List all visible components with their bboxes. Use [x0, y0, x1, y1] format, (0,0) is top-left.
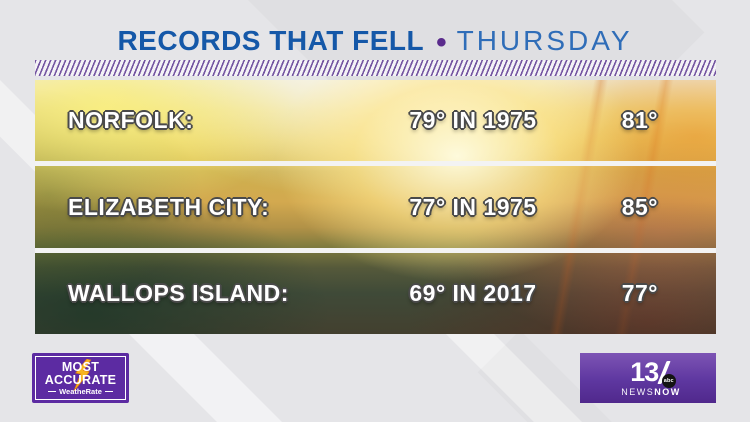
record-row-norfolk: NORFOLK: 79° IN 1975 81°	[35, 80, 716, 161]
location-label: ELIZABETH CITY:	[68, 193, 270, 220]
station-logo-13newsnow: 13 abc NEWSNOW	[580, 353, 716, 403]
row-divider	[35, 161, 716, 166]
new-record-value: 77°	[621, 280, 658, 306]
abc-network-icon: abc	[661, 373, 676, 388]
record-row-wallops-island: WALLOPS ISLAND: 69° IN 2017 77°	[35, 253, 716, 334]
new-record-value: 85°	[621, 193, 658, 220]
station-number: 13	[630, 356, 659, 387]
bullet-separator: •	[436, 26, 447, 59]
header-day: THURSDAY	[456, 25, 633, 56]
location-label: NORFOLK:	[68, 107, 194, 133]
page-title: RECORDS THAT FELL	[117, 25, 425, 56]
old-record-value: 79° IN 1975	[409, 107, 537, 133]
station-news-label: NEWS	[621, 386, 655, 397]
records-panel: NORFOLK: 79° IN 1975 81° ELIZABETH CITY:…	[35, 80, 716, 334]
station-newsnow-label: NEWSNOW	[621, 387, 681, 397]
header: RECORDS THAT FELL • THURSDAY	[0, 24, 750, 59]
record-row-elizabeth-city: ELIZABETH CITY: 77° IN 1975 85°	[35, 166, 716, 248]
station-logo-top: 13 abc	[630, 356, 676, 388]
weatherate-badge: MOST ACCURATE WeatheRate	[32, 353, 129, 403]
weatherate-accurate-label: ACCURATE	[44, 372, 117, 387]
station-now-label: NOW	[654, 386, 681, 397]
hatch-divider	[35, 60, 716, 76]
weatherate-most-label: MOST	[61, 359, 100, 374]
old-record-value: 77° IN 1975	[409, 193, 537, 220]
weatherate-brand-label: WeatheRate	[48, 387, 113, 396]
new-record-value: 81°	[621, 107, 658, 133]
location-label: WALLOPS ISLAND:	[68, 280, 289, 306]
old-record-value: 69° IN 2017	[409, 280, 537, 306]
weatherate-badge-frame: MOST ACCURATE WeatheRate	[35, 356, 126, 400]
